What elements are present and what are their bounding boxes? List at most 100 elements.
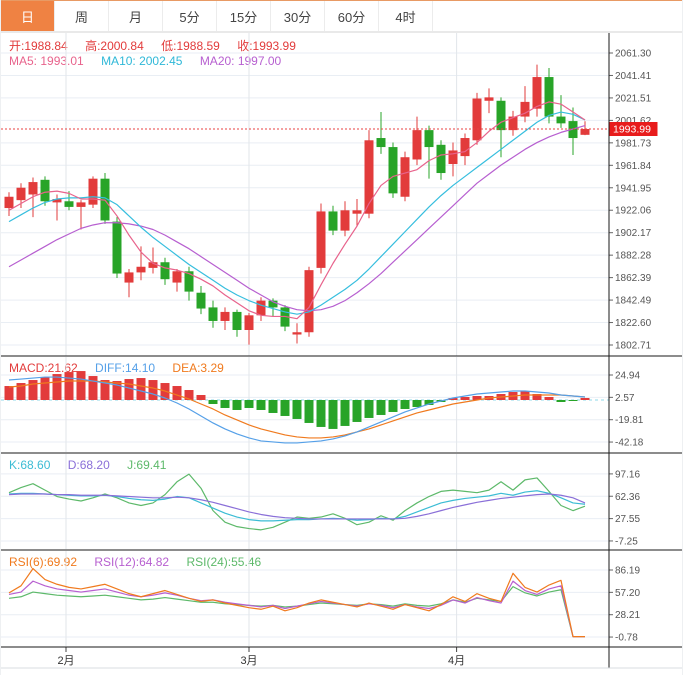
candle-body: [256, 300, 266, 316]
candle-body: [16, 187, 26, 201]
rsi12-value: RSI(12):64.82: [94, 555, 170, 569]
j-value: J:69.41: [127, 458, 167, 472]
indicator-axis-label: 86.19: [615, 566, 640, 577]
macd-bar: [568, 400, 578, 401]
d-value: D:68.20: [67, 458, 110, 472]
macd-bar: [244, 400, 254, 408]
ma5-label: MA5: 1993.01: [9, 54, 84, 68]
candle-body: [292, 332, 302, 335]
tab-60分[interactable]: 60分: [325, 1, 379, 31]
indicator-axis-label: -0.78: [615, 633, 638, 644]
macd-bar: [292, 400, 302, 419]
rsi6-line: [8, 568, 585, 638]
macd-bar: [316, 400, 326, 427]
indicator-axis-label: -42.18: [615, 438, 644, 449]
macd-bar: [28, 380, 38, 400]
macd-bar: [76, 371, 86, 400]
candle-body: [424, 130, 434, 148]
tab-15分[interactable]: 15分: [217, 1, 271, 31]
d-line: [8, 493, 586, 520]
dea-line: [8, 380, 586, 439]
candle-body: [112, 221, 122, 274]
macd-bar: [448, 398, 458, 400]
ma10-line: [8, 111, 586, 315]
ma20-line: [8, 125, 586, 312]
macd-bar: [352, 400, 362, 422]
period-tabbar: 日周月 5分 15分 30分 60分 4时: [1, 0, 682, 32]
indicator-axis-label: 62.36: [615, 492, 640, 503]
macd-bar: [208, 400, 218, 404]
tab-月[interactable]: 月: [109, 1, 163, 31]
j-line: [8, 473, 586, 531]
month-label: 2月: [57, 655, 74, 667]
macd-label-row: MACD:21.62 DIFF:14.10 DEA:3.29: [9, 361, 238, 375]
candle-body: [268, 300, 278, 308]
candle-body: [160, 262, 170, 280]
candle-body: [136, 266, 146, 273]
candle-body: [316, 211, 326, 268]
candle-body: [532, 77, 542, 109]
tab-30分[interactable]: 30分: [271, 1, 325, 31]
price-axis-label: 1961.84: [615, 161, 652, 172]
macd-bar: [148, 380, 158, 400]
candle-body: [484, 97, 494, 101]
low-value: 低:1988.59: [161, 39, 220, 53]
candle-body: [88, 178, 98, 205]
macd-bar: [4, 386, 14, 400]
candle-body: [388, 147, 398, 194]
diff-value: DIFF:14.10: [95, 361, 156, 375]
macd-bar: [340, 400, 350, 426]
month-label: 3月: [240, 655, 257, 667]
tab-5分[interactable]: 5分: [163, 1, 217, 31]
price-axis-label: 1842.49: [615, 296, 652, 307]
high-value: 高:2000.84: [85, 39, 144, 53]
indicator-axis-label: 2.57: [615, 393, 635, 404]
macd-bar: [232, 400, 242, 410]
macd-bar: [100, 380, 110, 400]
macd-bar: [580, 398, 590, 400]
month-label: 4月: [448, 655, 465, 667]
price-axis-label: 1822.60: [615, 318, 652, 329]
macd-bar: [280, 400, 290, 416]
price-axis-label: 1981.73: [615, 138, 652, 149]
kdj-label-row: K:68.60 D:68.20 J:69.41: [9, 458, 180, 472]
tab-周[interactable]: 周: [55, 1, 109, 31]
macd-bar: [64, 372, 74, 400]
macd-bar: [460, 397, 470, 400]
macd-bar: [172, 386, 182, 400]
macd-bar: [196, 395, 206, 400]
macd-bar: [220, 400, 230, 408]
candle-body: [196, 292, 206, 309]
indicator-axis-label: 97.16: [615, 469, 640, 480]
rsi12-line: [8, 580, 585, 638]
ohlc-row: 开:1988.84 高:2000.84 低:1988.59 收:1993.99: [9, 37, 310, 54]
price-axis-label: 2021.51: [615, 93, 652, 104]
price-axis-label: 1922.06: [615, 206, 652, 217]
candle-body: [184, 271, 194, 292]
macd-bar: [412, 400, 422, 407]
candle-body: [508, 116, 518, 131]
candle-body: [364, 140, 374, 214]
open-value: 开:1988.84: [9, 39, 68, 53]
price-axis-label: 2041.41: [615, 71, 652, 82]
ma10-label: MA10: 2002.45: [101, 54, 183, 68]
candle-body: [64, 201, 74, 207]
macd-bar: [400, 400, 410, 409]
last-price-tag: [609, 122, 658, 137]
indicator-axis-label: -7.25: [615, 536, 638, 547]
macd-bar: [424, 400, 434, 405]
chart-canvas[interactable]: 2061.30 2041.41 2021.51 2001.62 1981.73 1961.…: [1, 32, 683, 675]
candle-body: [376, 138, 386, 148]
tab-日[interactable]: 日: [1, 1, 55, 31]
candle-body: [448, 150, 458, 165]
price-axis-label: 1882.28: [615, 251, 652, 262]
tab-4时[interactable]: 4时: [379, 1, 433, 31]
macd-bar: [256, 400, 266, 410]
macd-bar: [544, 397, 554, 400]
macd-bar: [52, 374, 62, 400]
macd-bar: [112, 381, 122, 400]
ma5-line: [8, 101, 586, 320]
macd-bar: [136, 378, 146, 400]
candle-body: [52, 199, 62, 203]
